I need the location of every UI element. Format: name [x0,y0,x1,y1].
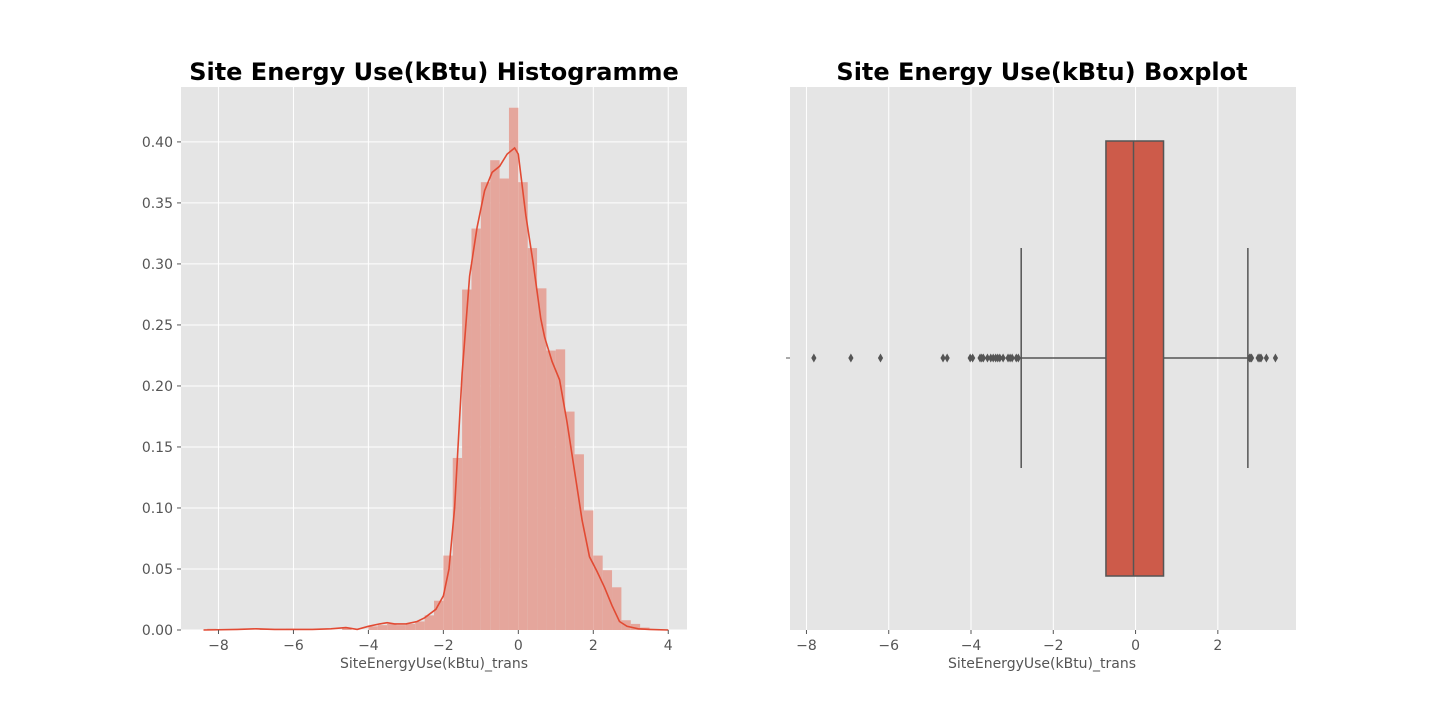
histogram-x-axis-label: SiteEnergyUse(kBtu)_trans [340,656,528,672]
histogram-y-tick-label: 0.40 [142,135,173,151]
boxplot-box [1105,140,1165,577]
histogram-x-tick-label: 2 [589,638,598,654]
histogram-bar [537,288,547,630]
boxplot-outlier [811,353,817,363]
boxplot-title: Site Energy Use(kBtu) Boxplot [836,58,1247,86]
boxplot-x-tick-label: −4 [961,638,982,654]
histogram-title: Site Energy Use(kBtu) Histogramme [189,58,679,86]
boxplot-x-tick-label: −6 [878,638,899,654]
boxplot-outlier [1258,353,1264,363]
histogram-bar [593,555,603,630]
boxplot-outlier [1272,353,1279,363]
histogram-bar [612,587,622,630]
histogram-bar [443,555,453,630]
histogram-bar [574,454,584,630]
boxplot-x-axis-label: SiteEnergyUse(kBtu)_trans [948,656,1136,672]
histogram-bar [630,623,641,630]
histogram-x-tick-label: −2 [433,638,454,654]
histogram-bar [342,627,352,630]
histogram-x-tick-label: 0 [514,638,523,654]
histogram-bar [565,411,575,630]
histogram-bar [499,178,509,631]
histogram-x-ticks: −8 −6 −4 −2 0 2 4 [208,630,673,654]
histogram-x-tick-label: −4 [358,638,379,654]
histogram-x-tick-label: −8 [208,638,229,654]
boxplot-outlier [940,353,946,363]
histogram-bar [583,510,594,630]
histogram-bar [555,349,566,630]
boxplot-x-tick-label: 0 [1131,638,1140,654]
histogram-panel: −8 −6 −4 −2 0 2 4 0.00 0.05 0.10 0.15 0.20 0.25 0.30… [142,58,687,672]
histogram-y-tick-label: 0.20 [142,379,173,395]
boxplot-outlier [997,353,1003,363]
boxplot-x-tick-label: 2 [1213,638,1222,654]
histogram-y-ticks: 0.00 0.05 0.10 0.15 0.20 0.25 0.30 0.35 0.40 [142,135,181,639]
histogram-bar [424,615,434,630]
histogram-bar [602,570,613,630]
histogram-plot-area [181,87,687,630]
histogram-bar [546,350,556,630]
histogram-bar [387,623,397,630]
boxplot-x-tick-label: −2 [1043,638,1064,654]
boxplot-outlier [944,353,950,363]
boxplot-outlier [984,353,991,363]
histogram-bar [396,625,406,630]
histogram-bar [377,625,388,630]
histogram-y-tick-label: 0.30 [142,257,173,273]
histogram-bar [490,160,500,630]
histogram-bar [368,626,378,630]
boxplot-outlier [848,353,854,363]
histogram-kde-line [203,146,669,631]
boxplot-x-ticks: −8 −6 −4 −2 0 2 [796,630,1222,654]
histogram-bar [518,182,528,630]
histogram-y-tick-label: 0.35 [142,196,173,212]
boxplot-outlier [1000,353,1006,363]
histogram-bar [508,107,519,630]
histogram-x-tick-label: 4 [664,638,673,654]
histogram-y-tick-label: 0.00 [142,623,173,639]
boxplot-outlier [877,353,884,363]
boxplot-outlier [970,353,976,363]
histogram-bar [452,457,463,630]
histogram-y-tick-label: 0.25 [142,318,173,334]
boxplot-panel: −8 −6 −4 −2 0 2 Site Energy Use(kBtu) Boxplot… [786,58,1296,672]
histogram-y-tick-label: 0.15 [142,440,173,456]
histogram-bar [480,182,491,630]
boxplot-outlier [1009,353,1015,363]
boxplot-x-tick-label: −8 [796,638,817,654]
boxplot-outlier [980,353,986,363]
boxplot-marks [811,140,1279,577]
histogram-bar [405,623,416,630]
boxplot-outlier [1015,353,1021,363]
histogram-bar [415,621,425,630]
boxplot-outlier [1248,353,1255,363]
histogram-bar [527,248,538,631]
histogram-bar [471,228,481,630]
histogram-x-tick-label: −6 [283,638,304,654]
histogram-bar [462,289,472,630]
histogram-y-tick-label: 0.10 [142,501,173,517]
boxplot-outlier [1263,353,1269,363]
histogram-bar [434,600,444,630]
histogram-y-tick-label: 0.05 [142,562,173,578]
histogram-bars [207,107,650,631]
